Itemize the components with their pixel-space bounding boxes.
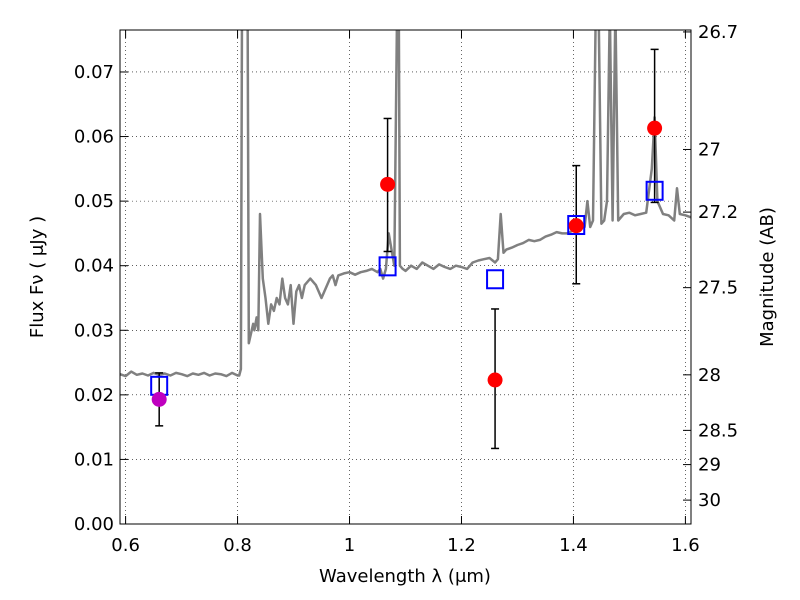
y-tick-label: 0.05 — [74, 191, 114, 212]
observed-photometry-point — [151, 391, 167, 407]
y-tick-label: 0.02 — [74, 385, 114, 406]
observed-photometry-point — [568, 218, 584, 234]
y-tick-label: 0.01 — [74, 449, 114, 470]
y-tick-label: 0.06 — [74, 127, 114, 148]
model-photometry-square — [645, 180, 664, 201]
right-tick-label: 27.2 — [698, 202, 738, 223]
right-tick-label: 27 — [698, 139, 721, 160]
y-tick-label: 0.07 — [74, 62, 114, 83]
right-tick-label: 26.7 — [698, 22, 738, 43]
axis-ticks: 0.6 0.8 1 1.2 1.4 1.6 0.00 0.01 0.02 0.03 0.04 0.05… — [74, 22, 738, 556]
plot-frame — [119, 29, 692, 525]
plot-background — [120, 30, 691, 524]
y-tick-label: 0.03 — [74, 320, 114, 341]
x-tick-label: 1.6 — [671, 535, 700, 556]
right-tick-label: 28.5 — [698, 420, 738, 441]
right-tick-label: 30 — [698, 490, 721, 511]
observed-photometry-point — [647, 120, 663, 136]
template-spectrum-line — [120, 30, 691, 378]
right-axis-label: Magnitude (AB) — [757, 207, 778, 347]
x-tick-label: 0.8 — [223, 535, 252, 556]
right-tick-label: 28 — [698, 365, 721, 386]
model-photometry-square — [567, 215, 586, 236]
x-tick-label: 1.2 — [447, 535, 476, 556]
model-photometry-square — [378, 256, 397, 277]
observed-photometry-point — [487, 372, 503, 388]
right-tick-label: 29 — [698, 455, 721, 476]
y-tick-label: 0.04 — [74, 256, 114, 277]
model-photometry-square — [486, 269, 505, 290]
y-tick-label: 0.00 — [74, 514, 114, 535]
plot-area — [120, 30, 691, 450]
x-tick-label: 1 — [344, 535, 355, 556]
y-axis-label: Flux Fν ( μJy ) — [27, 216, 48, 338]
x-tick-label: 1.4 — [559, 535, 588, 556]
x-axis-label: Wavelength λ (μm) — [319, 566, 491, 587]
x-tick-label: 0.6 — [111, 535, 140, 556]
observed-photometry-point — [380, 176, 396, 192]
right-tick-label: 27.5 — [698, 278, 738, 299]
